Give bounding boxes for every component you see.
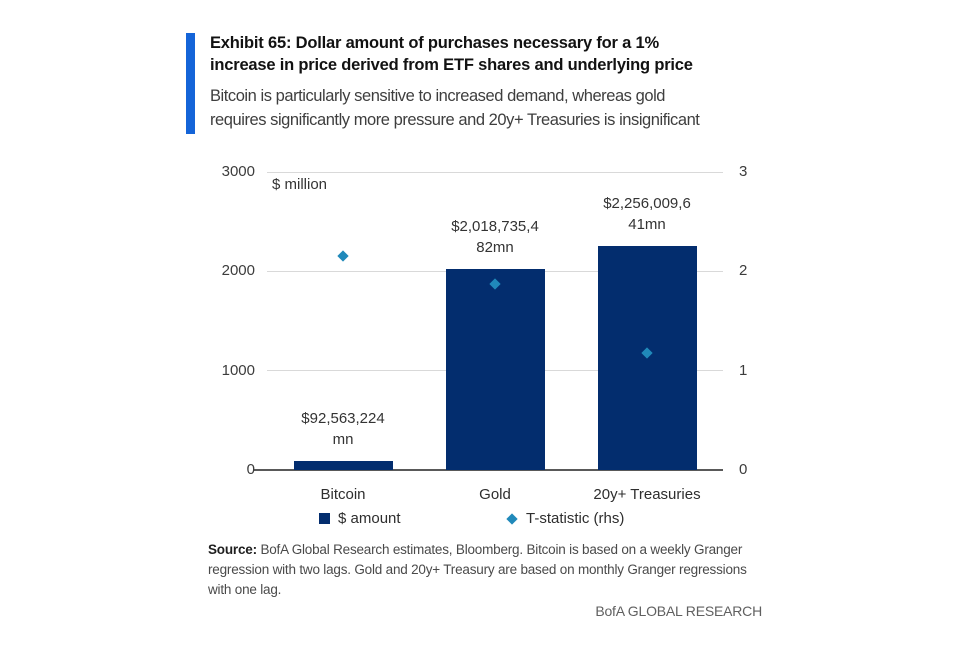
source-line-2: regression with two lags. Gold and 20y+ … — [208, 562, 747, 577]
right-axis-tick-0: 0 — [739, 461, 748, 478]
bar-value-line: mn — [332, 430, 354, 448]
bar-value-label-20y-treasuries: $2,256,009,6 41mn — [603, 193, 691, 235]
x-axis-line — [253, 469, 723, 471]
category-label-bitcoin: Bitcoin — [320, 486, 366, 503]
bar-value-line: $2,256,009,6 — [603, 194, 691, 212]
diamond-marker-icon — [506, 512, 518, 525]
exhibit-title-line-1: Exhibit 65: Dollar amount of purchases n… — [210, 34, 659, 52]
brand-line: BofA GLOBAL RESEARCH — [595, 603, 762, 619]
bar-value-line: $92,563,224 — [301, 409, 385, 427]
bar-value-label-gold: $2,018,735,4 82mn — [451, 216, 539, 258]
right-axis-tick-3: 3 — [739, 163, 748, 180]
bar-value-line: $2,018,735,4 — [451, 218, 539, 236]
category-label-gold: Gold — [479, 486, 511, 503]
left-axis-tick-3000: 3000 — [221, 163, 255, 180]
source-note: Source: BofA Global Research estimates, … — [208, 540, 747, 600]
bar-value-label-bitcoin: $92,563,224 mn — [301, 408, 384, 450]
right-axis-tick-2: 2 — [739, 262, 748, 280]
legend-item-dollar-amount: $ amount — [319, 510, 401, 527]
bar-bitcoin — [293, 460, 393, 470]
left-axis-tick-1000: 1000 — [221, 361, 255, 379]
source-label: Source: — [208, 542, 257, 557]
exhibit-subtitle-line-1: Bitcoin is particularly sensitive to inc… — [210, 87, 666, 105]
square-marker-icon — [319, 513, 330, 524]
exhibit-subtitle-line-2: requires significantly more pressure and… — [210, 111, 700, 129]
source-text-1: BofA Global Research estimates, Bloomber… — [260, 542, 743, 557]
exhibit-subtitle: Bitcoin is particularly sensitive to inc… — [210, 84, 700, 132]
source-line-1: Source: BofA Global Research estimates, … — [208, 540, 747, 560]
gridline-3000 — [267, 171, 723, 173]
legend-label-dollar-amount: $ amount — [338, 510, 401, 527]
exhibit-title: Exhibit 65: Dollar amount of purchases n… — [210, 32, 693, 76]
legend-item-t-statistic: T-statistic (rhs) — [506, 510, 624, 527]
bar-gold — [445, 269, 545, 470]
axis-unit-label: $ million — [272, 176, 328, 193]
source-line-3: with one lag. — [208, 582, 282, 597]
right-axis-tick-1: 1 — [739, 361, 748, 379]
t-stat-marker-bitcoin — [337, 250, 349, 263]
bar-value-line: 41mn — [628, 215, 666, 233]
legend-label-t-statistic: T-statistic (rhs) — [526, 510, 625, 527]
title-accent-bar — [186, 33, 195, 134]
bar-value-line: 82mn — [476, 239, 514, 257]
exhibit-title-line-2: increase in price derived from ETF share… — [210, 56, 693, 74]
left-axis-tick-2000: 2000 — [221, 262, 255, 280]
left-axis-tick-0: 0 — [246, 461, 255, 478]
category-label-20y-treasuries: 20y+ Treasuries — [593, 486, 701, 503]
